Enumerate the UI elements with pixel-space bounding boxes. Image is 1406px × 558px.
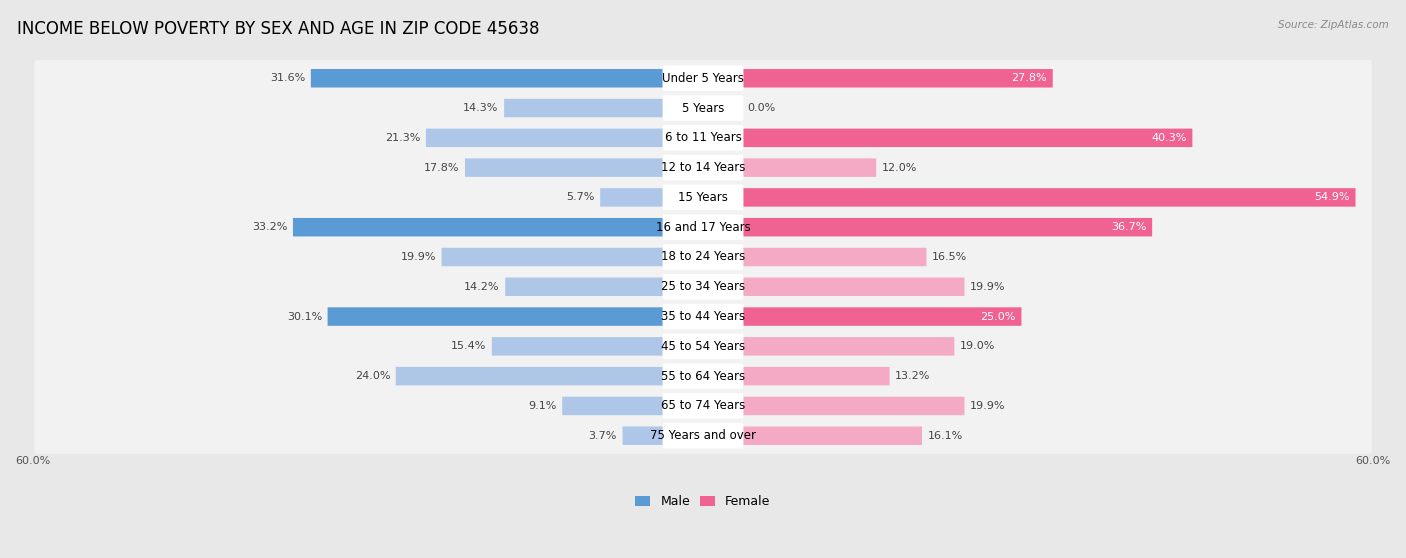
FancyBboxPatch shape <box>34 209 1372 246</box>
FancyBboxPatch shape <box>441 248 664 266</box>
Text: 14.3%: 14.3% <box>463 103 499 113</box>
Text: 16 and 17 Years: 16 and 17 Years <box>655 221 751 234</box>
FancyBboxPatch shape <box>292 218 664 237</box>
FancyBboxPatch shape <box>742 69 1053 88</box>
FancyBboxPatch shape <box>742 248 927 266</box>
FancyBboxPatch shape <box>742 426 922 445</box>
FancyBboxPatch shape <box>505 277 664 296</box>
FancyBboxPatch shape <box>742 337 955 355</box>
Text: 19.9%: 19.9% <box>970 401 1005 411</box>
Text: 75 Years and over: 75 Years and over <box>650 429 756 442</box>
FancyBboxPatch shape <box>623 426 664 445</box>
FancyBboxPatch shape <box>742 218 1152 237</box>
FancyBboxPatch shape <box>395 367 664 386</box>
Text: 0.0%: 0.0% <box>748 103 776 113</box>
FancyBboxPatch shape <box>742 158 876 177</box>
Text: 21.3%: 21.3% <box>385 133 420 143</box>
FancyBboxPatch shape <box>562 397 664 415</box>
FancyBboxPatch shape <box>662 363 744 389</box>
FancyBboxPatch shape <box>505 99 664 117</box>
Text: 19.0%: 19.0% <box>960 341 995 352</box>
Text: 5 Years: 5 Years <box>682 102 724 114</box>
Text: 45 to 54 Years: 45 to 54 Years <box>661 340 745 353</box>
Text: 18 to 24 Years: 18 to 24 Years <box>661 251 745 263</box>
Text: 40.3%: 40.3% <box>1152 133 1187 143</box>
FancyBboxPatch shape <box>662 304 744 329</box>
Text: 16.1%: 16.1% <box>928 431 963 441</box>
Legend: Male, Female: Male, Female <box>630 490 776 513</box>
FancyBboxPatch shape <box>34 388 1372 424</box>
FancyBboxPatch shape <box>34 150 1372 186</box>
FancyBboxPatch shape <box>662 214 744 240</box>
FancyBboxPatch shape <box>34 328 1372 364</box>
Text: 13.2%: 13.2% <box>896 371 931 381</box>
Text: 15 Years: 15 Years <box>678 191 728 204</box>
FancyBboxPatch shape <box>662 65 744 91</box>
FancyBboxPatch shape <box>311 69 664 88</box>
Text: INCOME BELOW POVERTY BY SEX AND AGE IN ZIP CODE 45638: INCOME BELOW POVERTY BY SEX AND AGE IN Z… <box>17 20 540 37</box>
Text: Source: ZipAtlas.com: Source: ZipAtlas.com <box>1278 20 1389 30</box>
FancyBboxPatch shape <box>742 307 1021 326</box>
Text: 36.7%: 36.7% <box>1111 222 1146 232</box>
FancyBboxPatch shape <box>492 337 664 355</box>
FancyBboxPatch shape <box>328 307 664 326</box>
FancyBboxPatch shape <box>34 239 1372 275</box>
FancyBboxPatch shape <box>662 244 744 270</box>
Text: 30.1%: 30.1% <box>287 311 322 321</box>
FancyBboxPatch shape <box>34 179 1372 215</box>
Text: 12 to 14 Years: 12 to 14 Years <box>661 161 745 174</box>
Text: 14.2%: 14.2% <box>464 282 499 292</box>
FancyBboxPatch shape <box>34 60 1372 97</box>
Text: 3.7%: 3.7% <box>589 431 617 441</box>
Text: 54.9%: 54.9% <box>1315 193 1350 203</box>
FancyBboxPatch shape <box>662 185 744 210</box>
Text: 19.9%: 19.9% <box>401 252 436 262</box>
Text: 31.6%: 31.6% <box>270 73 305 83</box>
Text: 35 to 44 Years: 35 to 44 Years <box>661 310 745 323</box>
FancyBboxPatch shape <box>742 367 890 386</box>
FancyBboxPatch shape <box>662 95 744 121</box>
FancyBboxPatch shape <box>662 155 744 180</box>
FancyBboxPatch shape <box>465 158 664 177</box>
FancyBboxPatch shape <box>662 393 744 418</box>
FancyBboxPatch shape <box>662 274 744 300</box>
Text: 27.8%: 27.8% <box>1011 73 1047 83</box>
FancyBboxPatch shape <box>34 268 1372 305</box>
Text: 33.2%: 33.2% <box>252 222 287 232</box>
Text: 16.5%: 16.5% <box>932 252 967 262</box>
Text: 12.0%: 12.0% <box>882 162 917 172</box>
FancyBboxPatch shape <box>742 128 1192 147</box>
FancyBboxPatch shape <box>742 277 965 296</box>
FancyBboxPatch shape <box>662 334 744 359</box>
Text: 55 to 64 Years: 55 to 64 Years <box>661 369 745 383</box>
FancyBboxPatch shape <box>34 417 1372 454</box>
Text: 24.0%: 24.0% <box>354 371 389 381</box>
Text: 25.0%: 25.0% <box>980 311 1017 321</box>
FancyBboxPatch shape <box>34 299 1372 335</box>
Text: 60.0%: 60.0% <box>1355 456 1391 466</box>
Text: 25 to 34 Years: 25 to 34 Years <box>661 280 745 294</box>
FancyBboxPatch shape <box>742 397 965 415</box>
FancyBboxPatch shape <box>742 188 1355 206</box>
Text: Under 5 Years: Under 5 Years <box>662 72 744 85</box>
Text: 5.7%: 5.7% <box>567 193 595 203</box>
Text: 19.9%: 19.9% <box>970 282 1005 292</box>
FancyBboxPatch shape <box>662 423 744 449</box>
FancyBboxPatch shape <box>34 90 1372 126</box>
Text: 60.0%: 60.0% <box>15 456 51 466</box>
FancyBboxPatch shape <box>426 128 664 147</box>
Text: 9.1%: 9.1% <box>529 401 557 411</box>
FancyBboxPatch shape <box>34 358 1372 395</box>
FancyBboxPatch shape <box>662 125 744 151</box>
FancyBboxPatch shape <box>34 119 1372 156</box>
Text: 65 to 74 Years: 65 to 74 Years <box>661 400 745 412</box>
FancyBboxPatch shape <box>600 188 664 206</box>
Text: 15.4%: 15.4% <box>451 341 486 352</box>
Text: 6 to 11 Years: 6 to 11 Years <box>665 131 741 145</box>
Text: 17.8%: 17.8% <box>425 162 460 172</box>
